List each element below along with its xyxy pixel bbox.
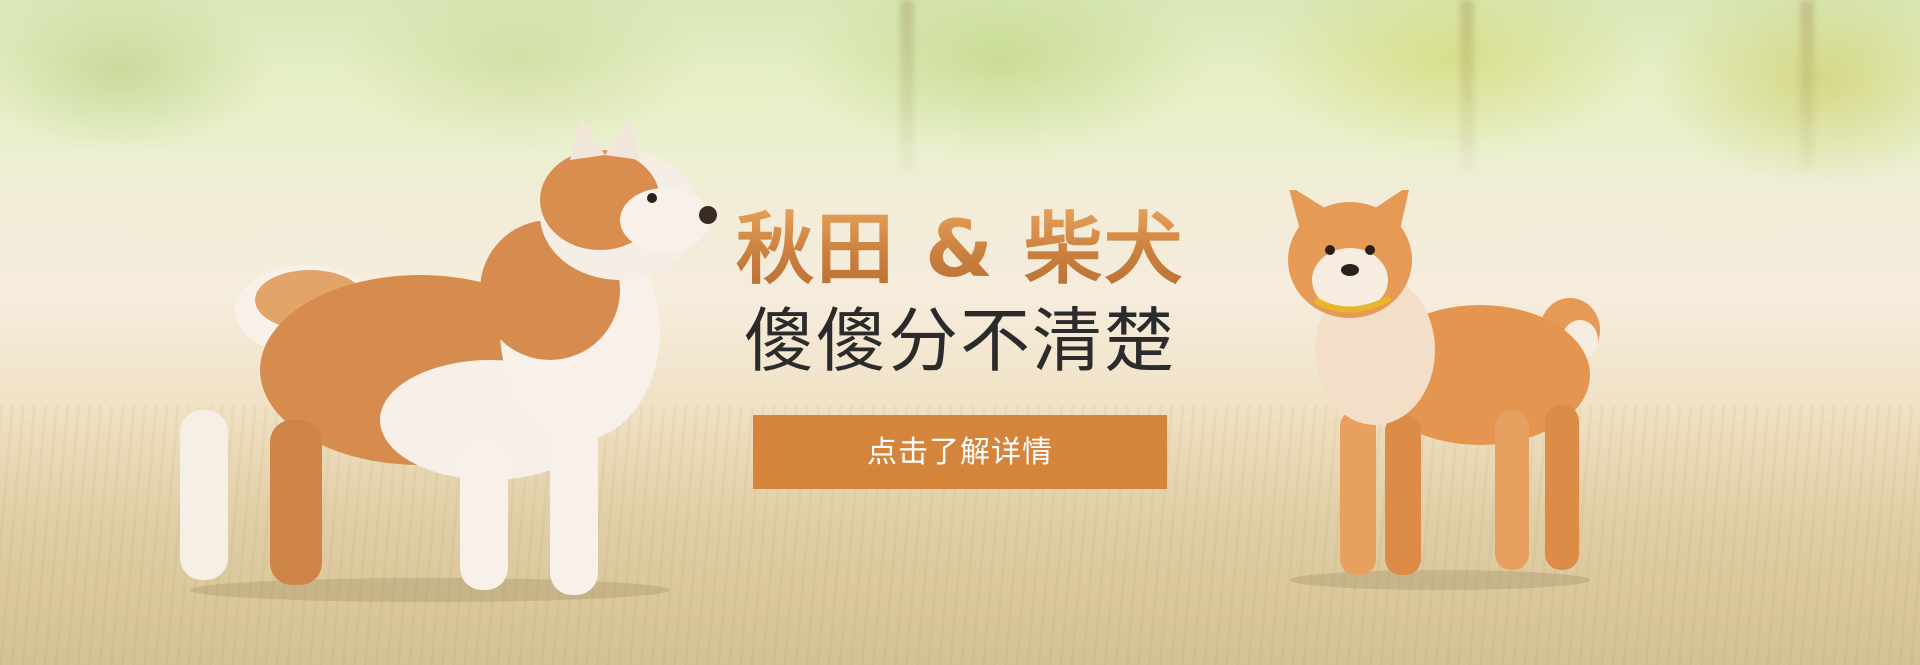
- shiba-dog-image: [1288, 190, 1600, 590]
- tree-trunk: [900, 0, 914, 170]
- tree-trunk: [1800, 0, 1814, 170]
- headline-subtitle: 傻傻分不清楚: [744, 300, 1176, 382]
- headline-title: 秋田 & 柴犬: [700, 205, 1220, 295]
- learn-more-button[interactable]: 点击了解详情: [753, 415, 1167, 489]
- tree-trunk: [1460, 0, 1474, 170]
- background-trees: [0, 0, 1920, 200]
- headline-block: 秋田 & 柴犬 傻傻分不清楚 点击了解详情: [700, 205, 1220, 489]
- akita-dog-image: [180, 120, 717, 602]
